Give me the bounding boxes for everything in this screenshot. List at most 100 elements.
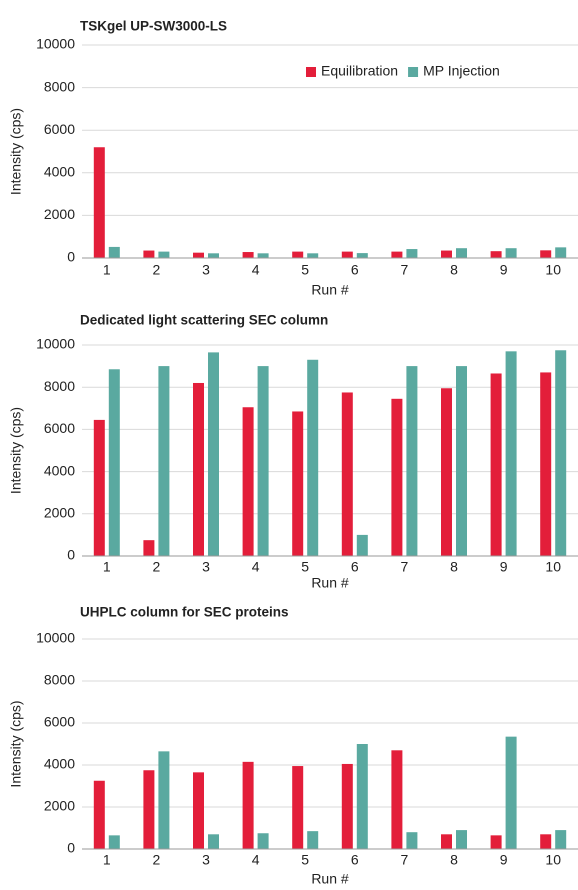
x-tick-label: 3 xyxy=(202,262,210,278)
bar xyxy=(292,251,304,258)
y-tick-label: 10000 xyxy=(36,36,75,52)
bar xyxy=(555,247,567,258)
bar xyxy=(341,392,353,556)
x-tick-label: 4 xyxy=(252,559,260,575)
bar xyxy=(505,736,517,849)
bar xyxy=(143,250,155,258)
bar xyxy=(391,251,403,258)
x-tick-label: 7 xyxy=(401,262,409,278)
x-tick-label: 1 xyxy=(103,262,111,278)
y-tick-label: 6000 xyxy=(44,420,75,436)
bar xyxy=(143,540,155,556)
y-tick-label: 2000 xyxy=(44,206,75,222)
bar xyxy=(406,366,418,556)
bar xyxy=(341,763,353,849)
bar xyxy=(505,351,517,556)
chart-title: TSKgel UP-SW3000-LS xyxy=(80,19,227,34)
x-tick-label: 10 xyxy=(545,852,561,868)
x-tick-label: 1 xyxy=(103,852,111,868)
bar xyxy=(456,248,467,258)
y-tick-label: 2000 xyxy=(44,505,75,521)
x-tick-label: 2 xyxy=(153,852,161,868)
x-tick-label: 8 xyxy=(450,852,458,868)
x-tick-label: 3 xyxy=(202,852,210,868)
bar xyxy=(490,373,502,556)
x-tick-label: 4 xyxy=(252,852,260,868)
bar xyxy=(307,359,319,556)
bar xyxy=(257,253,269,258)
bar xyxy=(441,250,452,258)
bar xyxy=(208,253,219,258)
bar xyxy=(158,366,170,556)
bar xyxy=(292,411,304,556)
bar xyxy=(193,382,204,556)
chart-title: Dedicated light scattering SEC column xyxy=(80,313,328,328)
legend-swatch xyxy=(306,67,316,77)
x-tick-label: 10 xyxy=(545,262,561,278)
y-tick-label: 6000 xyxy=(44,121,75,137)
x-tick-label: 3 xyxy=(202,559,210,575)
bar xyxy=(540,372,552,556)
bar xyxy=(242,252,254,258)
y-tick-label: 8000 xyxy=(44,672,75,688)
bar xyxy=(456,830,467,849)
bar xyxy=(490,251,502,258)
y-tick-label: 8000 xyxy=(44,78,75,94)
x-tick-label: 6 xyxy=(351,559,359,575)
x-tick-label: 10 xyxy=(545,559,561,575)
x-tick-label: 6 xyxy=(351,852,359,868)
bar xyxy=(208,352,219,556)
x-tick-label: 8 xyxy=(450,559,458,575)
legend-swatch xyxy=(408,67,419,77)
y-tick-label: 0 xyxy=(67,840,75,856)
bar xyxy=(208,834,219,849)
y-tick-label: 0 xyxy=(67,249,75,265)
bar xyxy=(257,833,269,849)
y-tick-label: 8000 xyxy=(44,378,75,394)
x-tick-label: 7 xyxy=(401,852,409,868)
bar xyxy=(307,831,319,849)
x-axis-label: Run # xyxy=(311,282,349,298)
bar xyxy=(242,407,254,556)
bar xyxy=(456,366,467,556)
x-tick-label: 8 xyxy=(450,262,458,278)
bar xyxy=(158,751,170,849)
y-axis-label: Intensity (cps) xyxy=(8,108,24,195)
bar xyxy=(108,835,120,849)
bar xyxy=(490,835,502,849)
bar xyxy=(406,832,418,849)
bar xyxy=(356,534,368,556)
bar xyxy=(441,834,452,849)
x-tick-label: 9 xyxy=(500,559,508,575)
y-tick-label: 6000 xyxy=(44,714,75,730)
y-tick-label: 0 xyxy=(67,547,75,563)
x-tick-label: 5 xyxy=(301,852,309,868)
x-tick-label: 2 xyxy=(153,559,161,575)
bar xyxy=(292,766,304,849)
bar xyxy=(242,761,254,849)
bar xyxy=(93,419,105,556)
y-tick-label: 4000 xyxy=(44,164,75,180)
y-axis-label: Intensity (cps) xyxy=(8,700,24,787)
bar xyxy=(158,251,170,258)
x-tick-label: 4 xyxy=(252,262,260,278)
y-tick-label: 10000 xyxy=(36,630,75,646)
bar xyxy=(93,147,105,258)
x-tick-label: 1 xyxy=(103,559,111,575)
bar xyxy=(108,246,120,258)
bar xyxy=(406,249,418,258)
bar xyxy=(391,750,403,849)
x-axis-label: Run # xyxy=(311,575,349,591)
x-tick-label: 5 xyxy=(301,559,309,575)
bar xyxy=(193,772,204,849)
y-axis-label: Intensity (cps) xyxy=(8,407,24,494)
y-tick-label: 4000 xyxy=(44,462,75,478)
bar xyxy=(356,744,368,849)
bar xyxy=(540,250,552,258)
legend-label: Equilibration xyxy=(321,63,398,79)
x-tick-label: 7 xyxy=(401,559,409,575)
bar xyxy=(391,398,403,556)
bar xyxy=(341,251,353,258)
x-axis-label: Run # xyxy=(311,871,349,887)
bar xyxy=(540,834,552,849)
